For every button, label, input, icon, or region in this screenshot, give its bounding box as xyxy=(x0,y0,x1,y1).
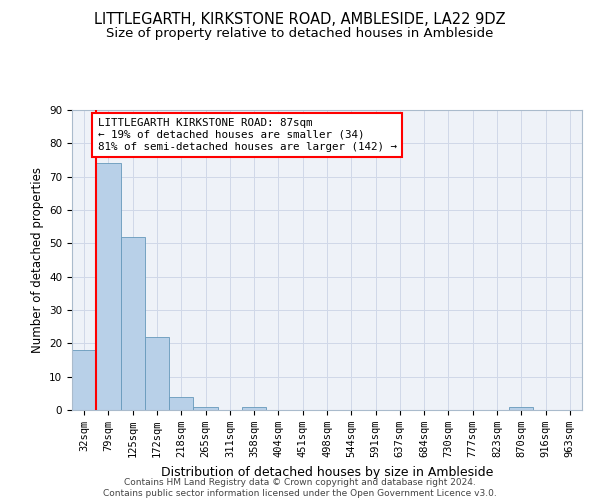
Bar xyxy=(193,406,218,410)
Text: Contains HM Land Registry data © Crown copyright and database right 2024.
Contai: Contains HM Land Registry data © Crown c… xyxy=(103,478,497,498)
Bar xyxy=(72,350,96,410)
Bar xyxy=(242,406,266,410)
X-axis label: Distribution of detached houses by size in Ambleside: Distribution of detached houses by size … xyxy=(161,466,493,478)
Bar xyxy=(96,164,121,410)
Text: LITTLEGARTH, KIRKSTONE ROAD, AMBLESIDE, LA22 9DZ: LITTLEGARTH, KIRKSTONE ROAD, AMBLESIDE, … xyxy=(94,12,506,28)
Bar xyxy=(169,396,193,410)
Text: LITTLEGARTH KIRKSTONE ROAD: 87sqm
← 19% of detached houses are smaller (34)
81% : LITTLEGARTH KIRKSTONE ROAD: 87sqm ← 19% … xyxy=(97,118,397,152)
Bar xyxy=(121,236,145,410)
Bar xyxy=(509,406,533,410)
Text: Size of property relative to detached houses in Ambleside: Size of property relative to detached ho… xyxy=(106,28,494,40)
Bar xyxy=(145,336,169,410)
Y-axis label: Number of detached properties: Number of detached properties xyxy=(31,167,44,353)
